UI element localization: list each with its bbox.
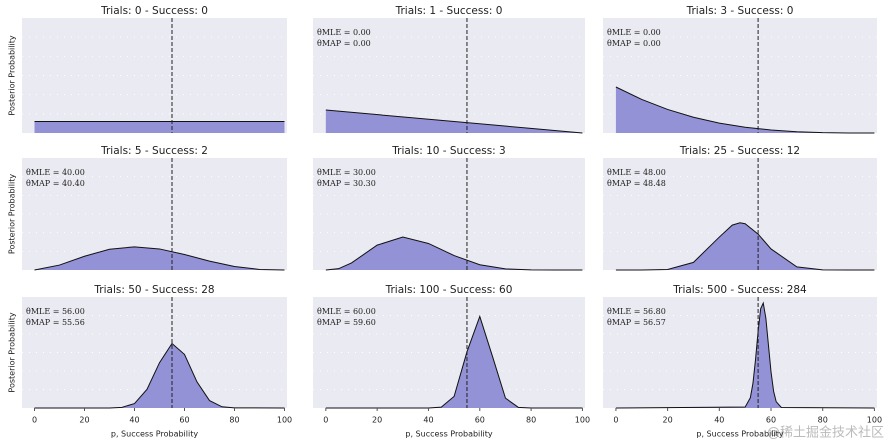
x-axis-label: p, Success Probability bbox=[696, 430, 783, 439]
x-tick-label: 100 bbox=[867, 416, 882, 425]
plot-background bbox=[603, 297, 877, 408]
plot-background bbox=[313, 297, 585, 408]
x-tick-label: 20 bbox=[79, 416, 89, 425]
estimate-annotation: θMAP = 59.60 bbox=[317, 318, 376, 327]
x-tick-label: 20 bbox=[663, 416, 673, 425]
posterior-line bbox=[615, 86, 875, 134]
subplot-title: Trials: 500 - Success: 284 bbox=[672, 284, 807, 296]
x-tick-label: 80 bbox=[526, 416, 536, 425]
subplot-title: Trials: 10 - Success: 3 bbox=[391, 145, 505, 157]
posterior-area bbox=[34, 343, 285, 408]
subplot-title: Trials: 3 - Success: 0 bbox=[686, 5, 794, 17]
x-axis-label: p, Success Probability bbox=[111, 430, 198, 439]
estimate-annotation: θMLE = 0.00 bbox=[607, 28, 661, 37]
posterior-line bbox=[615, 301, 875, 409]
estimate-annotation: θMAP = 55.56 bbox=[26, 318, 85, 327]
posterior-line bbox=[34, 246, 285, 271]
x-tick-label: 60 bbox=[179, 416, 189, 425]
estimate-annotation: θMLE = 30.00 bbox=[317, 168, 376, 177]
subplot-title: Trials: 5 - Success: 2 bbox=[100, 145, 208, 157]
estimate-annotation: θMLE = 48.00 bbox=[607, 168, 666, 177]
subplot-title: Trials: 25 - Success: 12 bbox=[679, 145, 800, 157]
x-tick-label: 100 bbox=[277, 416, 292, 425]
estimate-annotation: θMLE = 60.00 bbox=[317, 307, 376, 316]
x-tick-label: 40 bbox=[423, 416, 433, 425]
x-tick-label: 80 bbox=[229, 416, 239, 425]
x-axis-label: p, Success Probability bbox=[405, 430, 492, 439]
subplot-title: Trials: 0 - Success: 0 bbox=[100, 5, 208, 17]
x-tick-label: 100 bbox=[575, 416, 590, 425]
posterior-line bbox=[34, 342, 285, 409]
estimate-annotation: θMLE = 56.80 bbox=[607, 307, 666, 316]
estimate-annotation: θMLE = 56.00 bbox=[26, 307, 85, 316]
estimate-annotation: θMAP = 0.00 bbox=[607, 39, 661, 48]
x-tick-label: 0 bbox=[613, 416, 618, 425]
x-tick-label: 80 bbox=[818, 416, 828, 425]
x-tick-label: 60 bbox=[766, 416, 776, 425]
x-tick-label: 20 bbox=[372, 416, 382, 425]
posterior-area bbox=[34, 121, 285, 133]
x-tick-label: 40 bbox=[129, 416, 139, 425]
estimate-annotation: θMAP = 56.57 bbox=[607, 318, 666, 327]
estimate-annotation: θMAP = 30.30 bbox=[317, 179, 376, 188]
y-axis-label: Posterior Probability bbox=[8, 35, 17, 115]
plot-background bbox=[22, 18, 287, 133]
posterior-line bbox=[325, 236, 583, 271]
estimate-annotation: θMAP = 48.48 bbox=[607, 179, 666, 188]
x-tick-label: 40 bbox=[714, 416, 724, 425]
x-tick-label: 0 bbox=[323, 416, 328, 425]
x-tick-label: 0 bbox=[32, 416, 37, 425]
posterior-area bbox=[615, 222, 875, 270]
plot-background bbox=[313, 158, 585, 270]
estimate-annotation: θMLE = 40.00 bbox=[26, 168, 85, 177]
y-axis-label: Posterior Probability bbox=[8, 312, 17, 392]
estimate-annotation: θMAP = 40.40 bbox=[26, 179, 85, 188]
y-axis-label: Posterior Probability bbox=[8, 174, 17, 254]
estimate-annotation: θMAP = 0.00 bbox=[317, 39, 371, 48]
posterior-line bbox=[325, 109, 583, 134]
subplot-title: Trials: 100 - Success: 60 bbox=[385, 284, 513, 296]
watermark: @稀土掘金技术社区 bbox=[767, 425, 884, 441]
estimate-annotation: θMLE = 0.00 bbox=[317, 28, 371, 37]
posterior-area bbox=[615, 87, 875, 133]
posterior-line bbox=[325, 314, 583, 409]
subplot-title: Trials: 1 - Success: 0 bbox=[395, 5, 503, 17]
subplot-title: Trials: 50 - Success: 28 bbox=[93, 284, 214, 296]
x-tick-label: 60 bbox=[475, 416, 485, 425]
posterior-line bbox=[615, 222, 875, 271]
posterior-area bbox=[325, 237, 583, 270]
